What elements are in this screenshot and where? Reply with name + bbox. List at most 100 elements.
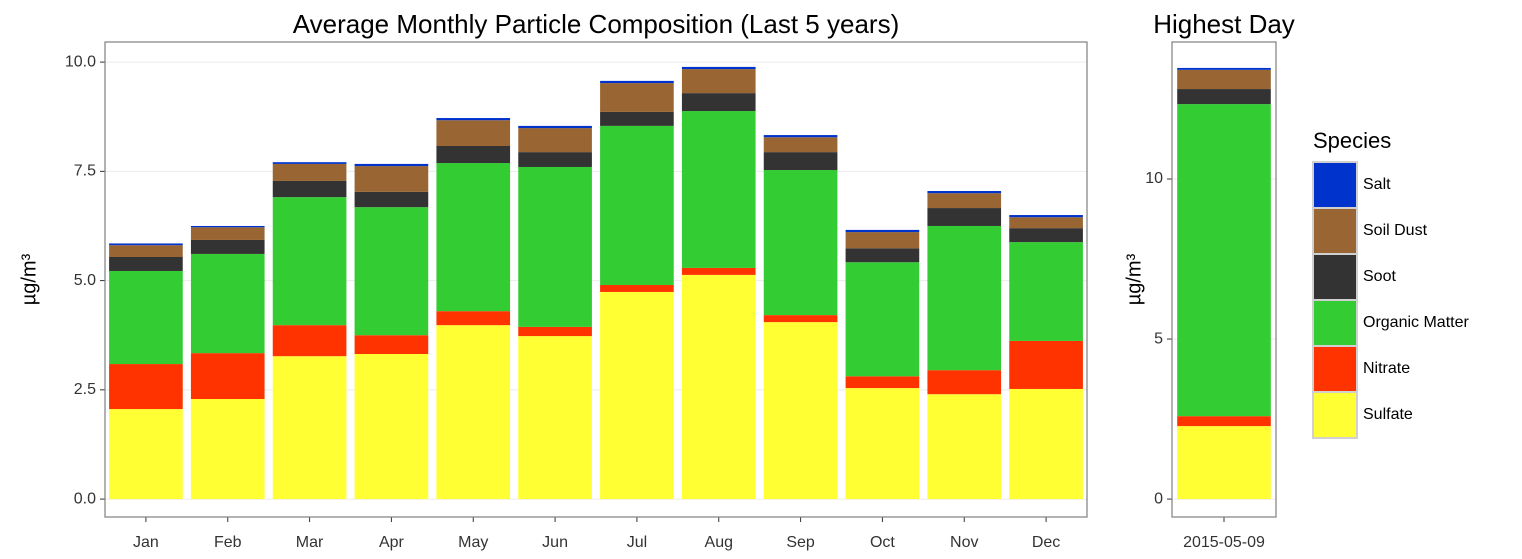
bar-segment — [681, 267, 756, 275]
bar-segment — [681, 111, 756, 268]
bar-segment — [600, 284, 674, 292]
bar-segment — [763, 137, 838, 153]
bar-segment — [272, 163, 347, 181]
bar-segment — [272, 162, 347, 164]
bar-segment — [190, 399, 265, 500]
bar-segment — [600, 80, 674, 84]
bar-segment — [1177, 426, 1271, 500]
y-tick-label: 7.5 — [74, 163, 96, 180]
chart-title: Average Monthly Particle Composition (La… — [293, 9, 899, 39]
bar-segment — [600, 125, 674, 285]
bar-segment — [436, 311, 511, 326]
bar-segment — [190, 353, 265, 400]
x-tick-label: Aug — [705, 534, 733, 551]
x-tick-label: Oct — [870, 534, 895, 551]
bar-segment — [190, 225, 265, 228]
bar-segment — [927, 225, 1002, 371]
bar-segment — [1009, 340, 1083, 389]
bar-segment — [1177, 89, 1271, 105]
x-tick-label: Dec — [1032, 534, 1060, 551]
bar-segment — [436, 120, 511, 147]
bar-segment — [518, 326, 592, 337]
plot-border — [1171, 41, 1277, 518]
legend-label: Nitrate — [1363, 360, 1410, 377]
bar-segment — [272, 325, 347, 357]
bar-segment — [600, 291, 674, 500]
bar-segment — [436, 146, 511, 164]
plot-border — [104, 41, 1088, 518]
bar-segment — [763, 322, 838, 500]
chart-title: Highest Day — [1153, 9, 1295, 39]
bar-segment — [845, 376, 920, 389]
bar-segment — [763, 170, 838, 316]
x-tick-label: Sep — [786, 534, 815, 551]
bar-segment — [845, 262, 920, 377]
legend-swatch — [1312, 391, 1358, 439]
y-tick-label: 2.5 — [74, 381, 96, 398]
y-tick-label: 5.0 — [74, 272, 96, 289]
bar-segment — [763, 152, 838, 171]
bar-segment — [354, 166, 429, 192]
x-tick-label: Jun — [542, 534, 568, 551]
legend-title: Species — [1313, 128, 1391, 153]
y-tick-label: 0 — [1154, 490, 1163, 507]
bar-segment — [681, 274, 756, 500]
bar-segment — [681, 69, 756, 94]
x-tick-label: Apr — [379, 534, 405, 551]
bar-segment — [927, 370, 1002, 395]
bar-segment — [272, 197, 347, 326]
bar-segment — [681, 66, 756, 70]
bar-segment — [518, 166, 592, 327]
bar-segment — [845, 232, 920, 249]
bar-segment — [109, 409, 183, 500]
bar-segment — [1177, 416, 1271, 427]
bar-segment — [1177, 67, 1271, 70]
bar-segment — [354, 191, 429, 208]
bar-segment — [845, 229, 920, 233]
bar-segment — [927, 394, 1002, 500]
x-tick-label: Feb — [214, 534, 242, 551]
legend-swatch — [1312, 299, 1358, 347]
legend-label: Soot — [1363, 268, 1396, 285]
bar-segment — [763, 135, 838, 138]
legend-label: Sulfate — [1363, 406, 1413, 423]
bar-segment — [190, 227, 265, 240]
bar-segment — [272, 180, 347, 198]
legend-swatch — [1312, 253, 1358, 301]
bar-segment — [354, 207, 429, 336]
bar-segment — [845, 248, 920, 263]
bar-segment — [436, 325, 511, 500]
bar-segment — [190, 239, 265, 254]
y-tick-label: 5 — [1154, 330, 1163, 347]
y-axis-label: µg/m³ — [1123, 253, 1145, 305]
bar-segment — [109, 270, 183, 365]
legend-swatch — [1312, 345, 1358, 393]
bar-segment — [1009, 228, 1083, 243]
bar-segment — [436, 163, 511, 312]
bar-segment — [109, 245, 183, 257]
bar-segment — [763, 315, 838, 323]
bar-segment — [518, 128, 592, 153]
plot-background — [105, 42, 1087, 517]
bar-segment — [600, 111, 674, 126]
y-tick-label: 10.0 — [65, 53, 96, 70]
bar-segment — [600, 83, 674, 112]
legend-label: Salt — [1363, 176, 1391, 193]
bar-segment — [1177, 104, 1271, 417]
bar-segment — [845, 388, 920, 500]
x-tick-label: 2015-05-09 — [1183, 534, 1265, 551]
bar-segment — [518, 152, 592, 167]
bar-segment — [1177, 69, 1271, 90]
bar-segment — [927, 193, 1002, 209]
legend-swatch — [1312, 161, 1358, 209]
bar-segment — [1009, 242, 1083, 341]
bar-segment — [436, 118, 511, 121]
bar-segment — [354, 163, 429, 167]
bar-segment — [1009, 388, 1083, 500]
x-tick-label: May — [458, 534, 488, 551]
x-tick-label: Mar — [296, 534, 324, 551]
bar-segment — [272, 356, 347, 500]
bar-segment — [927, 208, 1002, 226]
bar-segment — [354, 354, 429, 500]
